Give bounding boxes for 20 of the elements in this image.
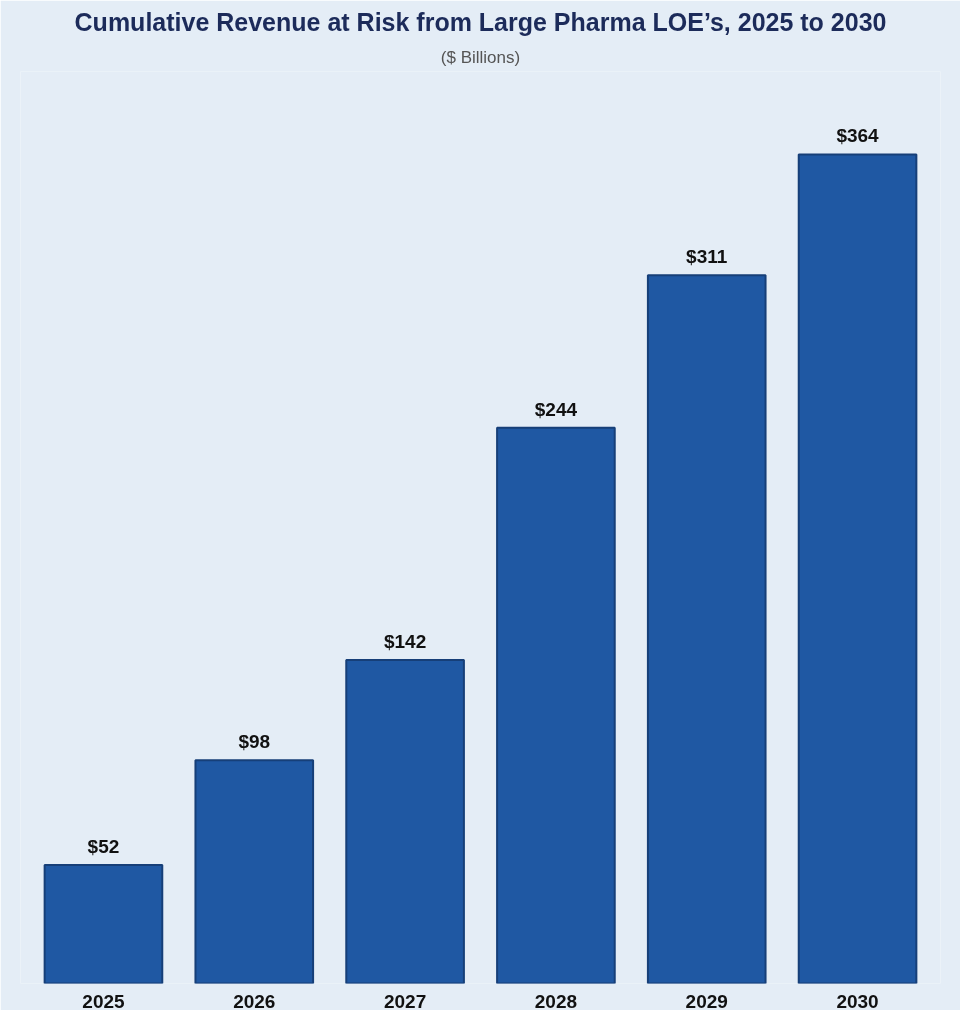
x-tick-label: 2029 (685, 990, 728, 1012)
x-tick-label: 2030 (836, 990, 879, 1012)
data-label: $244 (534, 398, 578, 420)
x-tick-label: 2027 (383, 990, 427, 1012)
chart-title: Cumulative Revenue at Risk from Large Pharma LOE’s, 2025 to 2030 (74, 7, 887, 36)
data-label: $142 (383, 631, 427, 653)
x-tick-label: 2026 (233, 990, 276, 1012)
data-label: $98 (238, 731, 271, 753)
bar (496, 426, 616, 984)
bar (43, 864, 164, 984)
bar (646, 274, 767, 984)
data-label: $364 (836, 125, 880, 147)
data-label: $311 (686, 246, 728, 268)
bar (797, 153, 918, 984)
bar (194, 759, 315, 984)
x-tick-label: 2025 (82, 990, 126, 1012)
data-label: $52 (87, 836, 120, 858)
bar (345, 659, 465, 984)
chart-subtitle: ($ Billions) (440, 47, 521, 67)
x-tick-label: 2028 (534, 990, 578, 1012)
